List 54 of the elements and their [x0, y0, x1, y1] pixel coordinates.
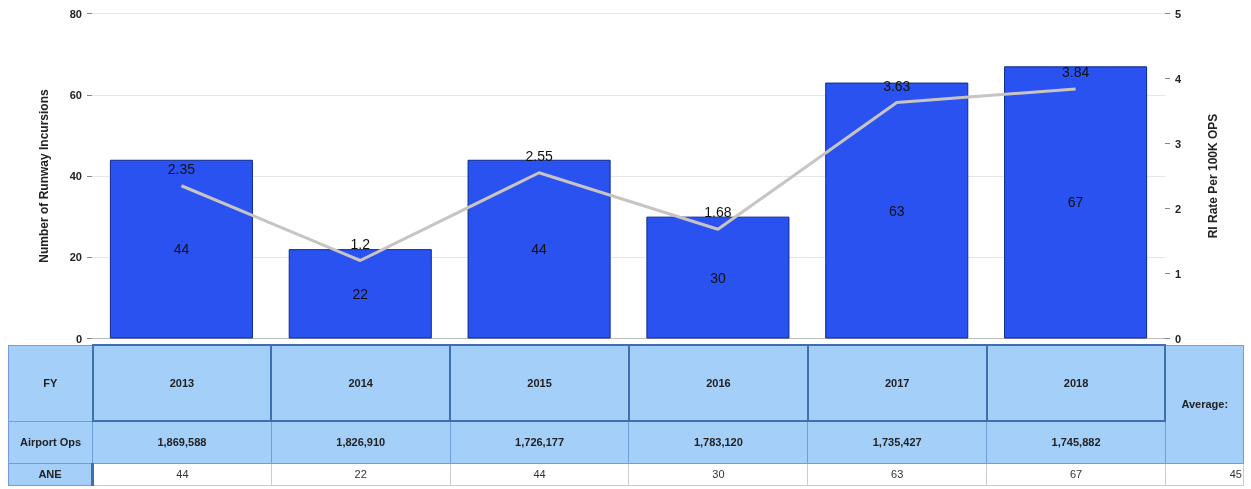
data-label: 22	[352, 285, 369, 302]
data-label: 67	[1067, 194, 1084, 211]
y-tick-label: 60	[69, 88, 82, 101]
x-tick-label: 2013	[92, 345, 272, 421]
data-label: 2.35	[167, 160, 196, 177]
x-axis-title: FY	[8, 345, 93, 421]
text: ANE	[8, 463, 93, 485]
data-label: 63	[888, 202, 905, 219]
x-tick-label: 2017	[807, 345, 987, 421]
x-tick-label: 2018	[986, 345, 1166, 421]
bar	[646, 216, 790, 339]
text: 1,735,427	[807, 421, 987, 463]
text: 1,869,588	[92, 421, 272, 463]
text: 44	[92, 463, 272, 485]
data-label: 3.84	[1061, 63, 1090, 80]
y-tick-label: 20	[69, 251, 82, 264]
x-tick-label: 2014	[271, 345, 451, 421]
bar	[288, 249, 432, 339]
text: 67	[986, 463, 1166, 485]
y2-tick-label: 4	[1175, 72, 1182, 85]
y2-tick-label: 2	[1175, 202, 1182, 215]
y-tick-label: 0	[75, 332, 82, 345]
text: 45	[1165, 463, 1244, 485]
text: 63	[807, 463, 987, 485]
y-axis-title: Number of Runway Incursions	[37, 89, 51, 263]
y2-tick-label: 1	[1175, 267, 1182, 280]
data-label: 2.55	[525, 147, 553, 164]
data-label: 3.63	[883, 77, 911, 94]
y2-axis-title: RI Rate Per 100K OPS	[1206, 113, 1220, 239]
text: 1,783,120	[628, 421, 808, 463]
y2-tick-label: 3	[1175, 137, 1182, 150]
y2-tick-label: 0	[1175, 332, 1182, 345]
text: 30	[628, 463, 808, 485]
data-label: 1.2	[350, 235, 371, 252]
x-tick-label: 2015	[450, 345, 629, 421]
bar	[109, 159, 253, 339]
text: 1,826,910	[271, 421, 451, 463]
text: 44	[450, 463, 629, 485]
text: 22	[271, 463, 451, 485]
text: 1,745,882	[986, 421, 1166, 463]
y-tick-label: 40	[69, 170, 82, 182]
y2-tick-label: 5	[1175, 7, 1182, 20]
text: Airport Ops	[8, 421, 93, 463]
bar	[467, 159, 611, 339]
bar	[1004, 66, 1148, 339]
data-label: 1.68	[704, 204, 732, 221]
text: 1,726,177	[450, 421, 629, 463]
data-label: 44	[173, 241, 190, 258]
text: Average:	[1165, 345, 1244, 463]
data-label: 30	[710, 269, 726, 286]
y-tick-label: 80	[69, 7, 82, 20]
x-tick-label: 2016	[628, 345, 808, 421]
data-label: 44	[531, 241, 548, 258]
bar	[825, 82, 969, 339]
